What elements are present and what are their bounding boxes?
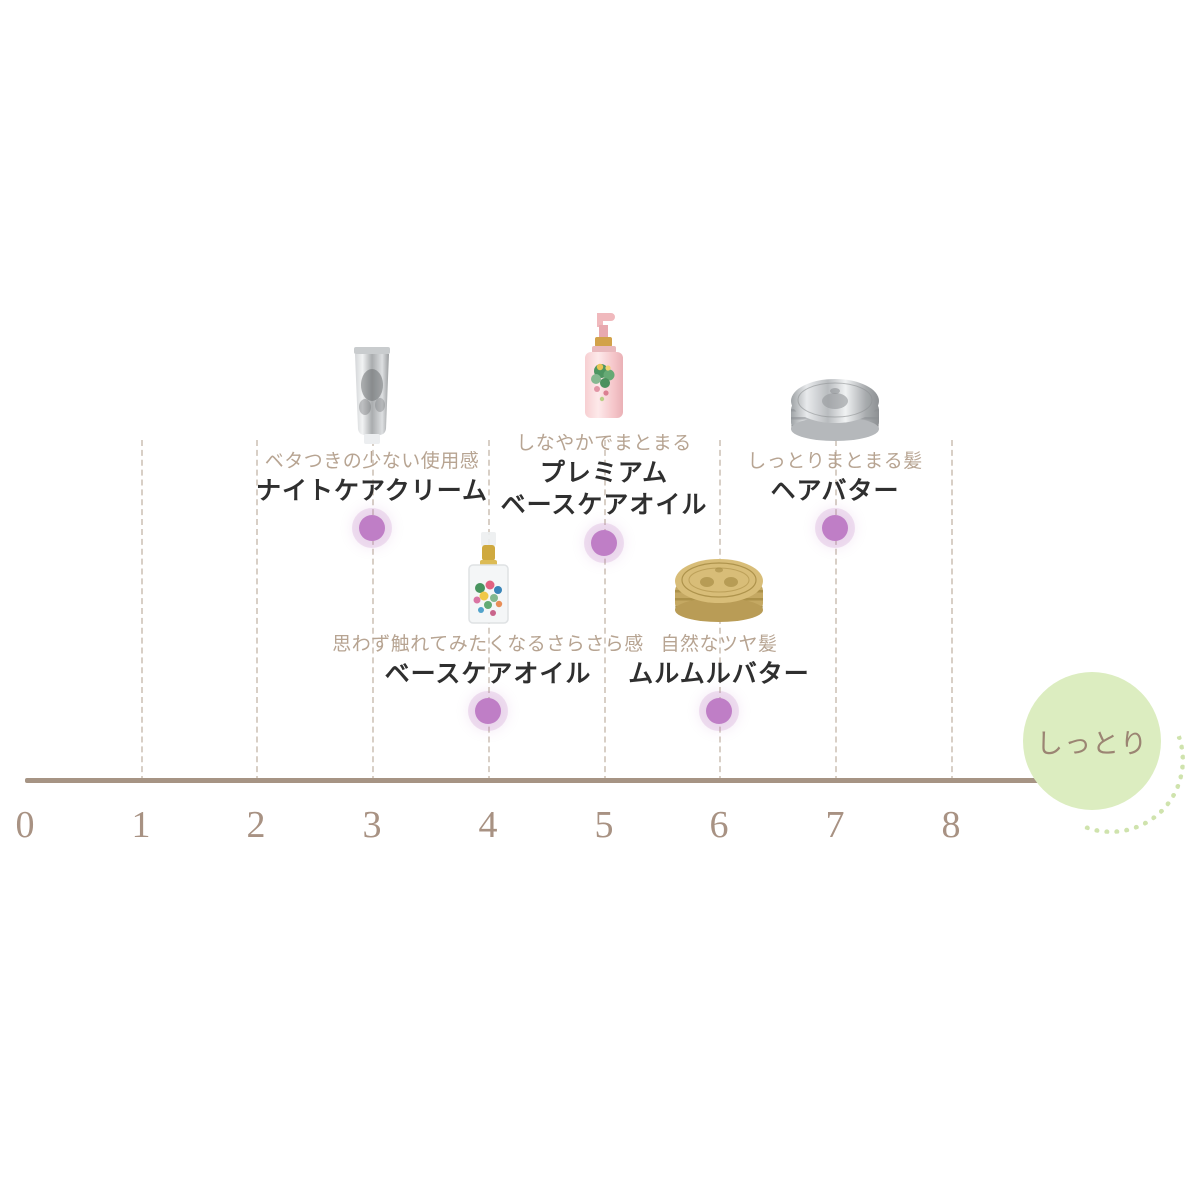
- data-point-name-line2: ベースケアオイル: [500, 491, 708, 520]
- data-point-marker-wrap[interactable]: [207, 507, 537, 549]
- data-point-murumuru-butter[interactable]: 自然なツヤ髪 ムルムルバター: [554, 528, 884, 732]
- data-point-marker-wrap[interactable]: [323, 690, 653, 732]
- x-tick-label-1: 1: [131, 804, 151, 846]
- gridline-8: [951, 440, 953, 782]
- data-point-night-care-cream[interactable]: ベタつきの少ない使用感 ナイトケアクリーム: [207, 335, 537, 549]
- data-point-marker-wrap[interactable]: [439, 522, 769, 564]
- x-tick-label-7: 7: [825, 804, 845, 846]
- x-tick-label-6: 6: [709, 804, 729, 846]
- data-point-premium-base-care-oil[interactable]: しなやかでまとまる プレミアム ベースケアオイル: [439, 305, 769, 564]
- x-tick-label-8: 8: [941, 804, 961, 846]
- data-point-marker-wrap[interactable]: [670, 507, 1000, 549]
- product-image-tin-gold: [554, 528, 884, 628]
- data-point-dot[interactable]: [475, 698, 501, 725]
- gridline-3: [372, 440, 374, 782]
- badge-dotted-arc: [1051, 715, 1185, 834]
- product-image-pump-bottle-pink: [439, 305, 769, 427]
- data-point-dot[interactable]: [359, 515, 385, 542]
- x-tick-label-5: 5: [594, 804, 614, 846]
- data-point-sub-label: 思わず触れてみたくなるさらさら感: [332, 634, 644, 655]
- product-image-oil-bottle-clear: [323, 528, 653, 628]
- gridline-2: [256, 440, 258, 782]
- x-tick-label-4: 4: [478, 804, 498, 846]
- data-point-sub-label: ベタつきの少ない使用感: [264, 451, 480, 472]
- data-point-marker-wrap[interactable]: [554, 690, 884, 732]
- data-point-hair-butter[interactable]: しっとりまとまる髪 ヘアバター: [670, 335, 1000, 549]
- x-axis-line: [25, 778, 1070, 783]
- gridline-1: [141, 440, 143, 782]
- axis-end-badge-label: しっとり: [1036, 728, 1148, 759]
- data-point-name-line1: ベースケアオイル: [384, 659, 592, 688]
- data-point-dot[interactable]: [706, 698, 732, 725]
- data-point-name-line1: プレミアム: [539, 458, 669, 487]
- data-point-sub-label: しっとりまとまる髪: [747, 451, 923, 472]
- data-point-sub-label: しなやかでまとまる: [516, 433, 692, 454]
- data-point-base-care-oil[interactable]: 思わず触れてみたくなるさらさら感 ベースケアオイル: [323, 528, 653, 732]
- x-tick-label-0: 0: [15, 804, 35, 846]
- data-point-sub-label: 自然なツヤ髪: [660, 634, 778, 655]
- data-point-dot[interactable]: [591, 529, 617, 556]
- x-tick-label-3: 3: [362, 804, 382, 846]
- data-point-dot[interactable]: [822, 515, 848, 542]
- gridline-5: [604, 440, 606, 782]
- product-image-tin-silver: [670, 335, 1000, 445]
- data-point-name-line1: ナイトケアクリーム: [255, 476, 488, 505]
- x-tick-label-2: 2: [246, 804, 266, 846]
- product-image-cream-tube-silver: [207, 335, 537, 445]
- data-point-name-line1: ムルムルバター: [628, 659, 810, 688]
- gridline-7: [835, 440, 837, 782]
- data-point-name-line1: ヘアバター: [770, 476, 900, 505]
- axis-end-badge: しっとり: [1023, 672, 1161, 810]
